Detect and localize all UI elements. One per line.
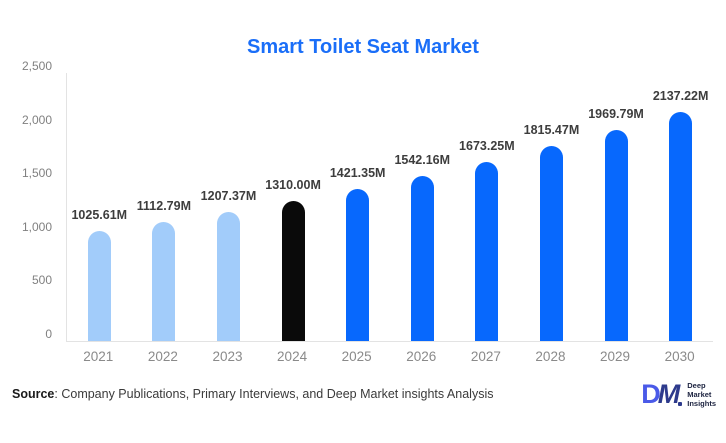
logo-text-line: Insights <box>687 399 716 408</box>
logo-letter-d: D <box>641 379 660 409</box>
y-axis: 0 500 1,000 1,500 2,000 2,500 <box>0 59 58 341</box>
x-tick-2026: 2026 <box>406 349 437 364</box>
bar-2029 <box>604 129 628 341</box>
bar-2026 <box>410 175 434 341</box>
bar-column-2022: 1112.79M <box>132 73 196 341</box>
logo-text-line: Market <box>687 390 712 399</box>
bar-column-2024: 1310.00M <box>261 73 325 341</box>
bar-column-2030: 2137.22M <box>649 73 713 341</box>
bar-2022 <box>152 221 176 341</box>
x-tick-2027: 2027 <box>470 349 501 364</box>
y-tick-500: 500 <box>31 273 52 288</box>
x-tick-2022: 2022 <box>147 349 178 364</box>
plot-area: 1025.61M 1112.79M 1207.37M 1310.00M 1421.35M… <box>66 73 713 342</box>
source-label: Source <box>12 387 55 401</box>
bar-2023 <box>216 211 240 341</box>
x-tick-2024: 2024 <box>277 349 308 364</box>
source-text: : Company Publications, Primary Intervie… <box>54 387 494 401</box>
x-tick-2021: 2021 <box>83 349 114 364</box>
y-tick-0: 0 <box>45 327 52 341</box>
bar-value-label: 1673.25M <box>459 138 515 153</box>
bar-2027 <box>475 161 499 341</box>
bar-value-label: 1542.16M <box>394 152 451 167</box>
bar-value-label: 1969.79M <box>588 106 644 121</box>
chart-title: Smart Toilet Seat Market <box>247 36 479 58</box>
bar-value-label: 1421.35M <box>329 165 386 180</box>
x-tick-2028: 2028 <box>535 349 566 364</box>
y-tick-2000: 2,000 <box>21 112 52 127</box>
bar-column-2021: 1025.61M <box>67 73 131 341</box>
source-note: Source: Company Publications, Primary In… <box>12 387 493 401</box>
bar-column-2023: 1207.37M <box>196 73 260 341</box>
bar-2030 <box>669 111 693 341</box>
x-tick-2025: 2025 <box>341 349 372 364</box>
logo-letter-m: M <box>657 379 680 409</box>
bar-column-2025: 1421.35M <box>326 73 390 341</box>
bar-2024 <box>281 200 305 341</box>
bar-value-label: 2137.22M <box>652 88 709 103</box>
logo-text-line: Deep <box>687 381 706 390</box>
bar-value-label: 1025.61M <box>71 208 128 223</box>
bar-column-2029: 1969.79M <box>584 73 648 341</box>
x-axis: 2021 2022 2023 2024 2025 2026 2027 2028 2029 2030 <box>66 349 712 364</box>
bar-value-label: 1815.47M <box>523 123 580 138</box>
logo-text: Deep Market Insights <box>687 381 716 408</box>
bar-2025 <box>346 188 370 341</box>
bar-2021 <box>87 231 111 341</box>
bar-value-label: 1310.00M <box>265 177 321 192</box>
y-tick-2500: 2,500 <box>21 59 52 73</box>
bars-container: 1025.61M 1112.79M 1207.37M 1310.00M 1421.35M… <box>67 73 713 341</box>
y-tick-1500: 1,500 <box>21 166 52 181</box>
x-tick-2030: 2030 <box>664 349 695 364</box>
bar-value-label: 1112.79M <box>136 198 191 213</box>
bar-2028 <box>539 146 563 341</box>
x-tick-2029: 2029 <box>600 349 631 364</box>
y-tick-1000: 1,000 <box>21 219 52 234</box>
bar-value-label: 1207.37M <box>200 188 257 203</box>
logo-dot <box>678 402 683 406</box>
x-tick-2023: 2023 <box>212 349 243 364</box>
bar-column-2028: 1815.47M <box>519 73 583 341</box>
bar-column-2027: 1673.25M <box>455 73 519 341</box>
bar-column-2026: 1542.16M <box>390 73 454 341</box>
